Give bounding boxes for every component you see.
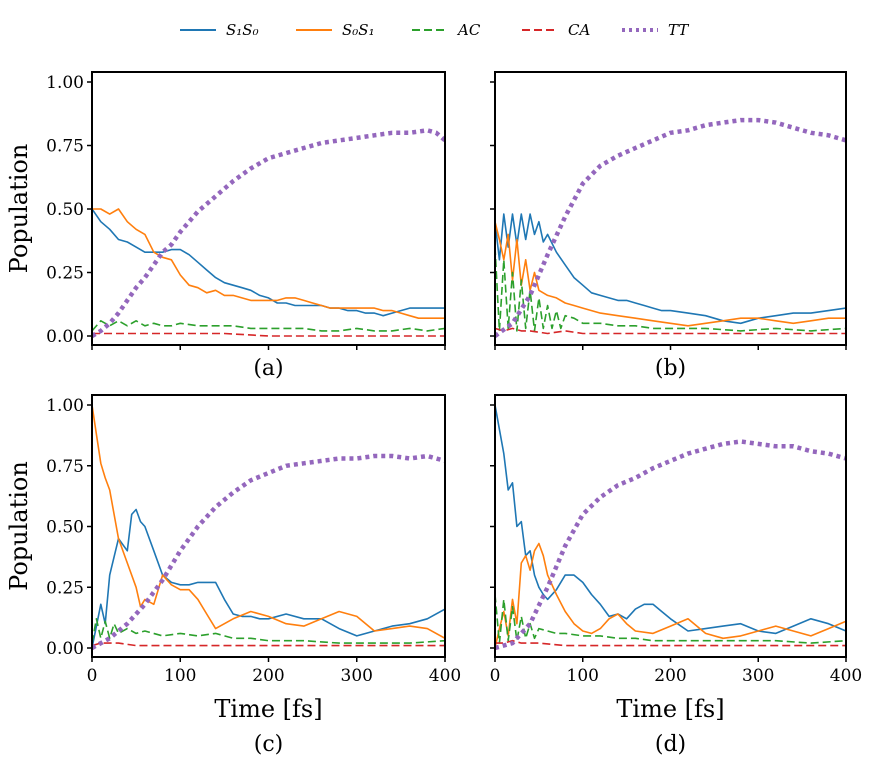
series-line-ca	[92, 332, 445, 337]
x-tick-label: 200	[252, 666, 284, 686]
axes-frame	[91, 71, 446, 346]
x-tick-label: 400	[429, 666, 461, 686]
series-line-ac	[92, 617, 445, 644]
x-tick-label: 100	[164, 666, 196, 686]
panel-label: (a)	[253, 356, 283, 381]
series-group	[495, 404, 846, 651]
y-tick-label: 0.25	[46, 264, 84, 284]
x-axis-title: Time [fs]	[214, 695, 322, 723]
legend-label-ac: AC	[456, 21, 481, 39]
series-group	[495, 117, 846, 338]
panel-d: 0 100 200 300 400 Time [fs] (d)	[490, 394, 862, 757]
panel-b: (b)	[490, 71, 847, 381]
series-line-s1s0	[92, 208, 445, 317]
x-tick-label: 0	[490, 666, 501, 686]
x-tick-label: 300	[341, 666, 373, 686]
panel-label: (b)	[655, 356, 686, 381]
y-tick-label: 0.25	[46, 578, 84, 598]
y-axis-title: Population	[5, 144, 33, 274]
y-tick-label: 1.00	[46, 396, 84, 416]
legend-label-s0s1: S₀S₁	[342, 21, 375, 39]
legend-item-ca: CA	[522, 21, 590, 39]
y-tick-label: 0.75	[46, 137, 84, 157]
legend-item-s0s1: S₀S₁	[296, 21, 375, 39]
legend-item-s1s0: S₁S₀	[180, 21, 259, 39]
series-line-ac	[92, 319, 445, 332]
series-line-ca	[495, 327, 846, 335]
panels: 0.00 0.25 0.50 0.75 1.00 Population (a) (b) 0.00…	[5, 71, 862, 757]
series-line-tt	[495, 439, 846, 651]
series-line-s0s1	[495, 542, 846, 649]
series-line-s0s1	[92, 208, 445, 320]
y-tick-label: 0.75	[46, 457, 84, 477]
series-line-s0s1	[92, 404, 445, 640]
y-tick-label: 0.50	[46, 518, 84, 538]
axes-frame	[494, 394, 847, 658]
series-line-s1s0	[92, 508, 445, 649]
x-axis-title: Time [fs]	[616, 695, 724, 723]
legend-label-s1s0: S₁S₀	[226, 21, 259, 39]
panel-label: (d)	[655, 732, 686, 757]
y-tick-label: 0.50	[46, 200, 84, 220]
x-tick-label: 300	[742, 666, 774, 686]
legend: S₁S₀ S₀S₁ AC CA TT	[180, 21, 689, 39]
legend-label-tt: TT	[668, 21, 689, 39]
legend-label-ca: CA	[568, 21, 590, 39]
series-line-tt	[495, 117, 846, 338]
panel-label: (c)	[254, 732, 284, 757]
series-line-ac	[495, 247, 846, 332]
legend-item-ac: AC	[412, 21, 481, 39]
series-line-ca	[92, 642, 445, 647]
y-axis-title: Population	[5, 461, 33, 591]
legend-item-tt: TT	[622, 21, 689, 39]
y-tick-label: 0.00	[46, 639, 84, 659]
axes-frame	[494, 71, 847, 346]
panel-c: 0.00 0.25 0.50 0.75 1.00 0 100 200 300 400 Populat…	[5, 394, 461, 757]
x-tick-label: 0	[87, 666, 98, 686]
series-line-s1s0	[495, 213, 846, 325]
x-tick-label: 400	[830, 666, 862, 686]
series-line-ac	[495, 594, 846, 644]
series-line-tt	[92, 128, 445, 338]
panel-a: 0.00 0.25 0.50 0.75 1.00 Population (a)	[5, 71, 446, 381]
series-line-s1s0	[495, 404, 846, 635]
y-tick-label: 1.00	[46, 73, 84, 93]
x-tick-label: 200	[654, 666, 686, 686]
x-tick-label: 100	[567, 666, 599, 686]
series-group	[92, 404, 445, 650]
y-tick-label: 0.00	[46, 327, 84, 347]
series-group	[92, 128, 445, 338]
series-line-s0s1	[495, 221, 846, 327]
